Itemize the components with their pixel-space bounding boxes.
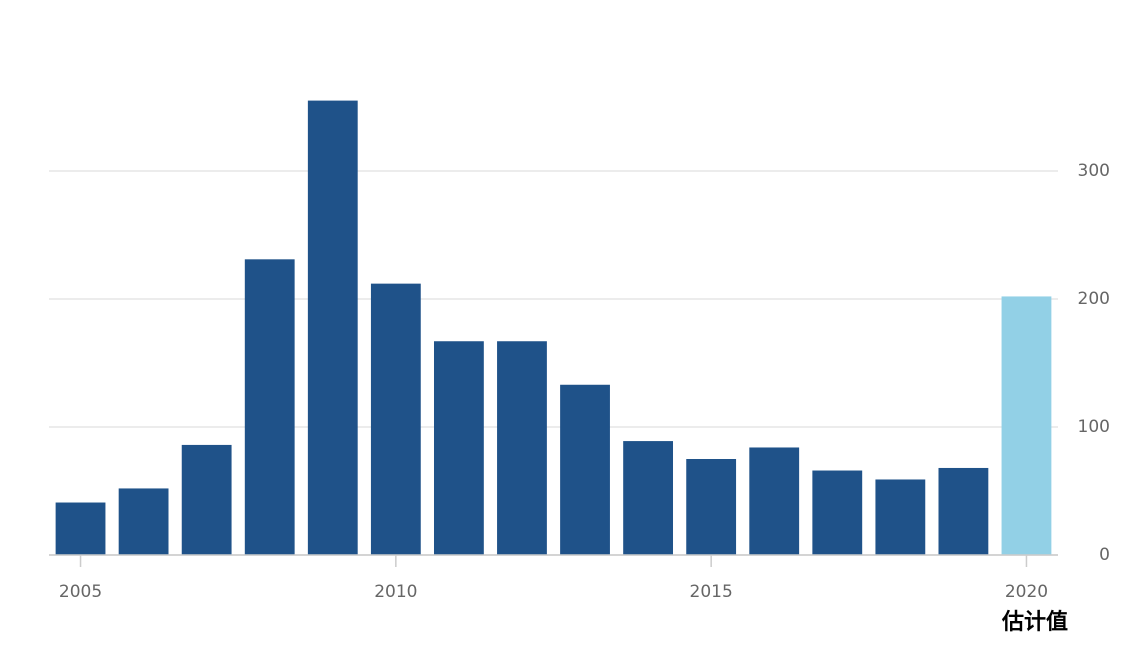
bar bbox=[497, 341, 547, 555]
bar bbox=[749, 447, 800, 555]
x-tick-label: 2015 bbox=[690, 582, 733, 602]
y-tick-label: 0 bbox=[1099, 545, 1110, 565]
bar bbox=[560, 384, 610, 555]
bar bbox=[55, 502, 106, 555]
bar bbox=[623, 441, 674, 555]
annotation: 估计值 bbox=[1001, 609, 1068, 635]
bar bbox=[181, 444, 232, 555]
bar bbox=[307, 100, 358, 555]
bar bbox=[118, 488, 169, 555]
y-tick-label: 100 bbox=[1078, 417, 1110, 437]
bar bbox=[686, 459, 737, 555]
x-tick-label: 2005 bbox=[59, 582, 102, 602]
bar bbox=[1001, 296, 1052, 555]
x-tick-label: 2020 bbox=[1005, 582, 1048, 602]
bar bbox=[812, 470, 863, 555]
x-tick-label: 2010 bbox=[374, 582, 417, 602]
bar bbox=[370, 283, 421, 555]
bar bbox=[244, 259, 295, 555]
bar bbox=[938, 467, 989, 555]
y-tick-label: 300 bbox=[1078, 161, 1110, 181]
bar bbox=[433, 341, 484, 555]
bar bbox=[875, 479, 926, 555]
y-tick-label: 200 bbox=[1078, 289, 1110, 309]
